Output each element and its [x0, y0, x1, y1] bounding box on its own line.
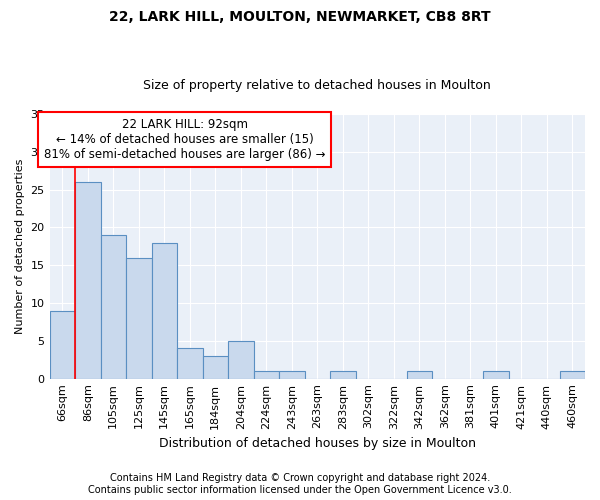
- Bar: [126, 258, 152, 378]
- Bar: [228, 341, 254, 378]
- Bar: [177, 348, 203, 378]
- Bar: [483, 371, 509, 378]
- Bar: [254, 371, 279, 378]
- Title: Size of property relative to detached houses in Moulton: Size of property relative to detached ho…: [143, 79, 491, 92]
- Bar: [203, 356, 228, 378]
- Bar: [50, 310, 75, 378]
- Bar: [560, 371, 585, 378]
- Bar: [101, 235, 126, 378]
- X-axis label: Distribution of detached houses by size in Moulton: Distribution of detached houses by size …: [159, 437, 476, 450]
- Text: 22 LARK HILL: 92sqm
← 14% of detached houses are smaller (15)
81% of semi-detach: 22 LARK HILL: 92sqm ← 14% of detached ho…: [44, 118, 325, 161]
- Y-axis label: Number of detached properties: Number of detached properties: [15, 158, 25, 334]
- Text: Contains HM Land Registry data © Crown copyright and database right 2024.
Contai: Contains HM Land Registry data © Crown c…: [88, 474, 512, 495]
- Bar: [407, 371, 432, 378]
- Bar: [75, 182, 101, 378]
- Text: 22, LARK HILL, MOULTON, NEWMARKET, CB8 8RT: 22, LARK HILL, MOULTON, NEWMARKET, CB8 8…: [109, 10, 491, 24]
- Bar: [152, 242, 177, 378]
- Bar: [330, 371, 356, 378]
- Bar: [279, 371, 305, 378]
